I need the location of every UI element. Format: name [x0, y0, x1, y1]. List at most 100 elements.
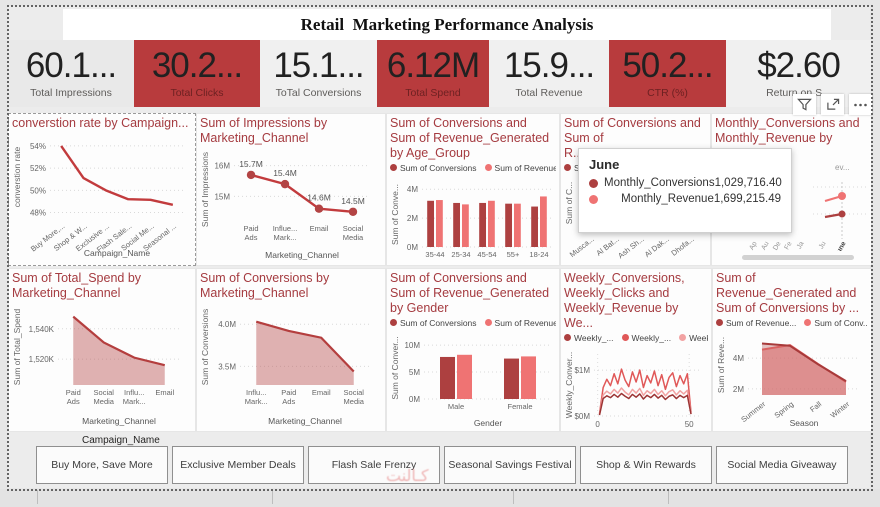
slicer-option-buy-more[interactable]: Buy More, Save More	[36, 446, 168, 484]
more-options-icon[interactable]	[849, 94, 872, 115]
kpi-ctr[interactable]: 50.2... CTR (%)	[609, 40, 726, 107]
chart-title: Sum of Conversions and Sum of Revenue_Ge…	[390, 116, 550, 160]
panel-weekly[interactable]: Weekly_Conversions, Weekly_Clicks and We…	[560, 268, 712, 432]
page-bottom-strip	[0, 489, 880, 507]
panel-total-spend[interactable]: Sum of Total_Spend by Marketing_Channel …	[8, 268, 196, 432]
total-spend-chart[interactable]: 1,520K 1,540K Sum of Total_Spend Marketing_…	[12, 301, 194, 427]
slicer-label: Campaign_Name	[82, 435, 160, 446]
svg-text:Social: Social	[94, 388, 115, 397]
chart-title: Sum of Impressions by Marketing_Channel	[200, 116, 328, 145]
svg-text:Female: Female	[507, 402, 532, 411]
kpi-value: 30.2...	[151, 46, 243, 85]
visual-toolbar	[793, 94, 872, 115]
tooltip-series-value: 1,699,215.49	[713, 193, 781, 205]
legend-label: Sum of Revenue_G...	[494, 317, 556, 328]
svg-text:Spring: Spring	[773, 399, 796, 419]
svg-text:Ju: Ju	[818, 240, 828, 250]
svg-text:2M: 2M	[407, 214, 418, 223]
panel-season[interactable]: Sum of Revenue_Generated and Sum of Conv…	[712, 268, 872, 432]
legend-dot-revenue	[716, 319, 723, 326]
chart-legend: Sum of Revenue... Sum of Conv...	[716, 316, 868, 329]
slicer-option-exclusive[interactable]: Exclusive Member Deals	[172, 446, 304, 484]
conversion-rate-chart[interactable]: 48% 50% 52% 54% converstion rate Campaign_Nam…	[12, 131, 194, 259]
focus-mode-icon[interactable]	[821, 94, 844, 115]
svg-text:25-34: 25-34	[451, 250, 470, 259]
panel-conversions-channel[interactable]: Sum of Conversions by Marketing_Channel …	[196, 268, 386, 432]
kpi-return-on-spend[interactable]: $2.60 Return on S...	[726, 40, 871, 107]
svg-text:18-24: 18-24	[529, 250, 548, 259]
svg-text:Paid: Paid	[243, 224, 258, 233]
panel-age-group[interactable]: Sum of Conversions and Sum of Revenue_Ge…	[386, 113, 560, 266]
title-bar: Retail Marketing Performance Analysis	[63, 9, 831, 40]
page-guide-tick	[37, 490, 38, 504]
age-group-chart[interactable]: 0M 2M 4M Sum of Conve... 35-44 25-34 45-54 55+ 1…	[390, 174, 558, 263]
svg-text:Weekly_Conver...: Weekly_Conver...	[564, 352, 574, 418]
kpi-label: CTR (%)	[647, 87, 688, 99]
svg-text:Sum of Conversions: Sum of Conversions	[200, 309, 210, 386]
panel-impressions[interactable]: Sum of Impressions by Marketing_Channel …	[196, 113, 386, 266]
svg-text:15M: 15M	[214, 192, 230, 201]
series-dot	[589, 194, 598, 204]
svg-text:Fe: Fe	[784, 240, 794, 251]
gender-chart[interactable]: 0M 5M 10M Sum of Conver... Gender Male Female	[390, 329, 558, 429]
svg-text:Ads: Ads	[245, 233, 258, 242]
svg-text:De: De	[772, 240, 783, 251]
svg-text:0M: 0M	[409, 395, 420, 404]
chart-title: Sum of Revenue_Generated and Sum of Conv…	[716, 271, 860, 315]
legend-dot-conversions	[804, 319, 812, 326]
svg-text:50%: 50%	[30, 186, 46, 195]
svg-text:Ash Sh...: Ash Sh...	[616, 234, 646, 260]
svg-text:Sum of Reve...: Sum of Reve...	[716, 337, 726, 393]
svg-text:Dhofa...: Dhofa...	[669, 234, 695, 257]
kpi-total-spend[interactable]: 6.12M Total Spend	[377, 40, 489, 107]
filter-icon[interactable]	[793, 94, 816, 115]
conversions-channel-chart[interactable]: 3.5M 4.0M Sum of Conversions Marketing_Chan…	[200, 301, 384, 427]
impressions-chart[interactable]: 15M 16M Sum of Impressions Marketing_Channe…	[200, 146, 384, 261]
series-dot	[589, 178, 598, 188]
legend-label: Sum of Conv...	[814, 317, 868, 328]
season-chart[interactable]: 2M 4M Sum of Reve... Season Summer Spring Fall…	[716, 329, 870, 429]
panel-gender[interactable]: Sum of Conversions and Sum of Revenue_Ge…	[386, 268, 560, 432]
svg-text:Mark...: Mark...	[274, 233, 297, 242]
slicer-option-seasonal[interactable]: Seasonal Savings Festival	[444, 446, 576, 484]
svg-text:4.0M: 4.0M	[218, 320, 236, 329]
page-guide-tick	[272, 490, 273, 504]
svg-text:52%: 52%	[30, 164, 46, 173]
tooltip-row: Monthly_Conversions 1,029,716.40	[589, 177, 782, 189]
legend-label: Sum of Conversions	[400, 162, 477, 173]
panel-conversion-rate[interactable]: converstion rate by Campaign... 48% 50% 52…	[8, 113, 196, 266]
svg-text:Sum of Impressions: Sum of Impressions	[200, 152, 210, 227]
svg-text:Marketing_Channel: Marketing_Channel	[268, 416, 342, 426]
svg-text:15.7M: 15.7M	[239, 159, 263, 169]
svg-text:1,540K: 1,540K	[29, 325, 55, 334]
svg-text:3.5M: 3.5M	[218, 362, 236, 371]
chart-tooltip: June Monthly_Conversions 1,029,716.40 Mo…	[578, 148, 792, 233]
svg-text:Social: Social	[343, 224, 364, 233]
svg-text:Campaign_Name: Campaign_Name	[84, 248, 150, 258]
kpi-total-clicks[interactable]: 30.2... Total Clicks	[134, 40, 260, 107]
page-guide-tick	[668, 490, 669, 504]
svg-text:14.5M: 14.5M	[341, 196, 365, 206]
legend-dot-revenue	[484, 164, 492, 171]
kpi-total-revenue[interactable]: 15.9... Total Revenue	[489, 40, 609, 107]
kpi-label: Total Impressions	[30, 87, 112, 99]
svg-text:4M: 4M	[407, 185, 418, 194]
chart-title: converstion rate by Campaign...	[12, 116, 189, 130]
svg-text:Mark...: Mark...	[245, 397, 268, 406]
tooltip-series-name: Monthly_Conversions	[604, 177, 715, 189]
slicer-option-shop-win[interactable]: Shop & Win Rewards	[580, 446, 712, 484]
svg-text:54%: 54%	[30, 142, 46, 151]
slicer-option-social[interactable]: Social Media Giveaway	[716, 446, 848, 484]
kpi-total-conversions[interactable]: 15.1... ToTal Conversions	[260, 40, 377, 107]
legend-label: Weekly_...	[689, 332, 708, 343]
legend-dot-weekly-clicks	[621, 334, 629, 341]
slicer-option-flash-sale[interactable]: Flash Sale Frenzy	[308, 446, 440, 484]
chart-legend: Sum of Conversions Sum of Revenue_G...	[390, 316, 556, 329]
svg-text:Sum of C...: Sum of C...	[564, 182, 574, 225]
svg-text:4M: 4M	[733, 354, 744, 363]
svg-text:Sum of Conve...: Sum of Conve...	[390, 184, 400, 245]
horizontal-scrollbar[interactable]	[742, 255, 854, 260]
kpi-total-impressions[interactable]: 60.1... Total Impressions	[8, 40, 134, 107]
legend-dot-conversions	[390, 319, 397, 326]
